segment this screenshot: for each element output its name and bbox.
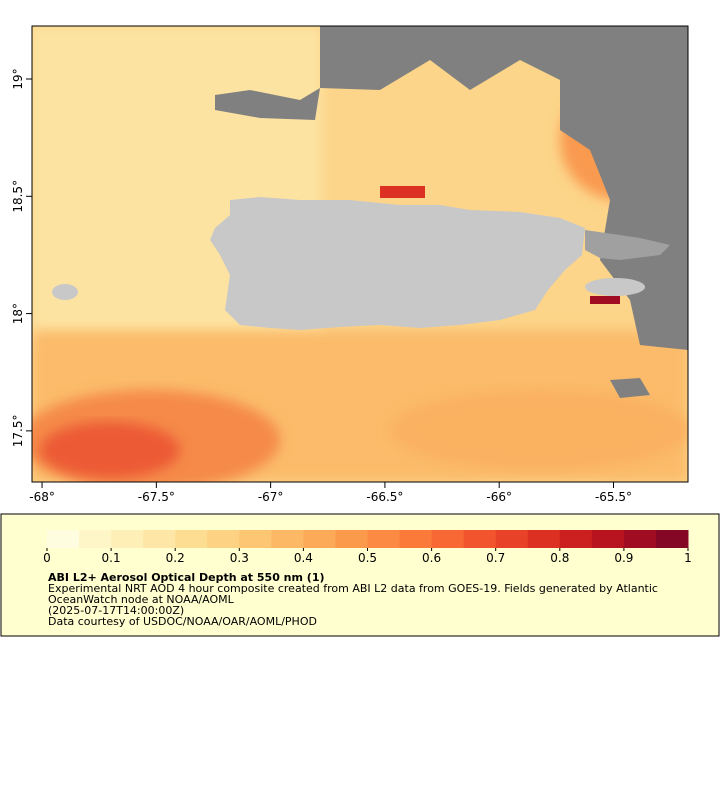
colorbar-tick-label: 0.5: [358, 551, 377, 565]
x-tick-label: -68°: [29, 490, 55, 504]
land: [585, 230, 670, 260]
colorbar-segment: [335, 530, 368, 548]
colorbar-segment: [527, 530, 561, 548]
legend-line: Experimental NRT AOD 4 hour composite cr…: [48, 582, 658, 595]
colorbar-tick-label: 0.4: [294, 551, 313, 565]
colorbar-segment: [431, 530, 465, 548]
colorbar-segment: [79, 530, 112, 548]
colorbar-segment: [655, 530, 689, 548]
aod-raster: [32, 26, 688, 482]
colorbar-segment: [303, 530, 336, 548]
colorbar-segment: [207, 530, 240, 548]
colorbar-segment: [143, 530, 176, 548]
axes: -68° -67.5° -67° -66.5° -66° -65.5° 19° 18.5° 18…: [11, 68, 632, 504]
colorbar-tick-label: 0.7: [486, 551, 505, 565]
y-tick-label: 18.5°: [11, 180, 25, 213]
colorbar-tick-label: 0.3: [230, 551, 249, 565]
colorbar: 0 0.1 0.2 0.3 0.4 0.5 0.6 0.7 0.8 0.9 1: [43, 530, 692, 565]
y-tick-label: 17.5°: [11, 415, 25, 448]
no-data-area: [215, 88, 320, 120]
colorbar-segment: [367, 530, 401, 548]
y-tick-label: 18°: [11, 303, 25, 324]
land-vieques: [585, 278, 645, 296]
colorbar-segment: [559, 530, 593, 548]
land-mona: [52, 284, 78, 300]
colorbar-segment: [111, 530, 144, 548]
map-frame: [31, 25, 689, 483]
legend-title: ABI L2+ Aerosol Optical Depth at 550 nm …: [48, 571, 325, 584]
high-aod-patch: [380, 186, 425, 198]
x-tick-label: -66°: [486, 490, 512, 504]
x-tick-label: -66.5°: [366, 490, 403, 504]
no-data-area: [610, 378, 650, 398]
land-puerto-rico: [210, 197, 585, 330]
legend-line: (2025-07-17T14:00:00Z): [48, 604, 184, 617]
colorbar-segment: [399, 530, 433, 548]
colorbar-segment: [175, 530, 208, 548]
colorbar-segment: [591, 530, 625, 548]
colorbar-segment: [271, 530, 304, 548]
colorbar-tick-label: 0.2: [166, 551, 185, 565]
x-tick-label: -67.5°: [138, 490, 175, 504]
colorbar-tick-label: 0.8: [550, 551, 569, 565]
no-data-area: [320, 26, 688, 350]
colorbar-tick-label: 0: [43, 551, 51, 565]
legend-line: OceanWatch node at NOAA/AOML: [48, 593, 235, 606]
colorbar-segment: [239, 530, 272, 548]
y-tick-label: 19°: [11, 68, 25, 89]
x-tick-label: -67°: [258, 490, 284, 504]
x-tick-label: -65.5°: [595, 490, 632, 504]
colorbar-tick-label: 0.9: [614, 551, 633, 565]
colorbar-segment: [47, 530, 80, 548]
colorbar-segment: [623, 530, 657, 548]
colorbar-tick-label: 0.6: [422, 551, 441, 565]
colorbar-tick-label: 1: [684, 551, 692, 565]
legend-line: Data courtesy of USDOC/NOAA/OAR/AOML/PHO…: [48, 615, 317, 628]
colorbar-segment: [495, 530, 529, 548]
colorbar-segment: [463, 530, 497, 548]
colorbar-tick-label: 0.1: [102, 551, 121, 565]
high-aod-patch: [590, 296, 620, 304]
